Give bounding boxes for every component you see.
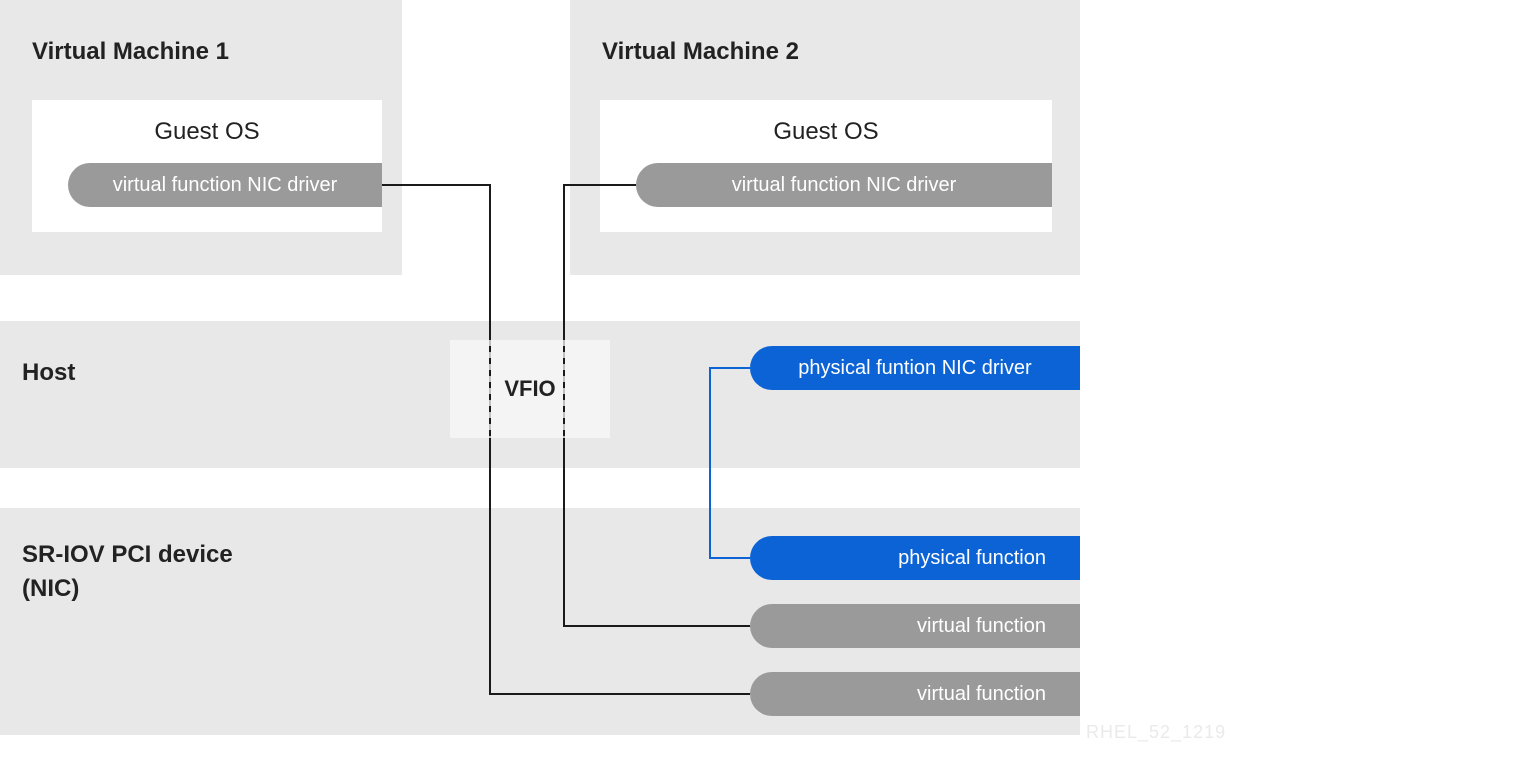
vfio-label: VFIO [504, 376, 555, 402]
watermark-text: RHEL_52_1219 [1086, 722, 1226, 743]
panel-sriov-title-line1: SR-IOV PCI device [22, 541, 233, 568]
diagram-canvas: Virtual Machine 1 Virtual Machine 2 Host… [0, 0, 1520, 763]
panel-host-title: Host [22, 359, 75, 387]
pill-vf1: virtual function [750, 604, 1080, 648]
pill-pf-driver: physical funtion NIC driver [750, 346, 1080, 390]
panel-sriov-title: SR-IOV PCI device (NIC) [22, 538, 233, 606]
guest-os-label-vm2: Guest OS [600, 100, 1052, 146]
vfio-box: VFIO [450, 340, 610, 438]
guest-os-label-vm1: Guest OS [32, 100, 382, 146]
pill-vm1-vf-driver: virtual function NIC driver [68, 163, 382, 207]
pill-vm2-vf-driver: virtual function NIC driver [636, 163, 1052, 207]
panel-vm2-title: Virtual Machine 2 [602, 38, 799, 66]
panel-vm1-title: Virtual Machine 1 [32, 38, 229, 66]
pill-vf2: virtual function [750, 672, 1080, 716]
panel-sriov-title-line2: (NIC) [22, 575, 79, 602]
pill-pf: physical function [750, 536, 1080, 580]
